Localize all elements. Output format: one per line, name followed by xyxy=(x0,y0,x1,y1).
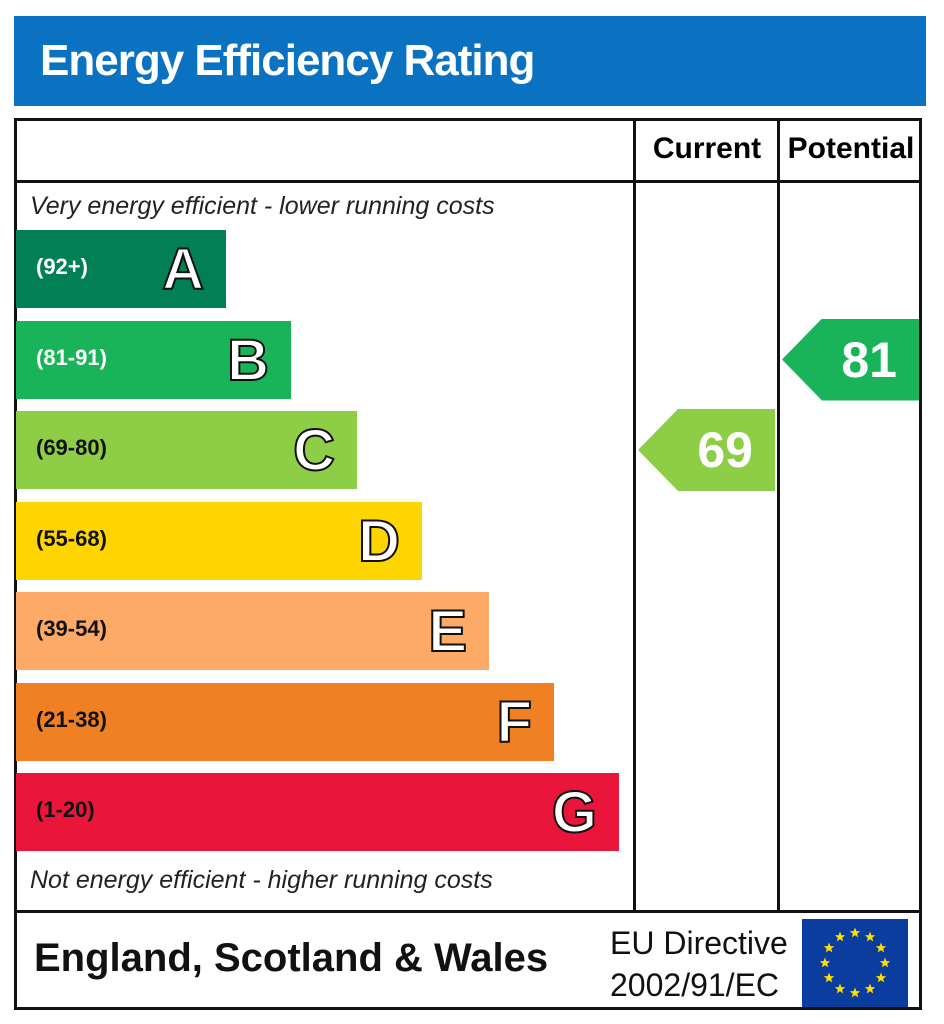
current-rating-arrow-value: 69 xyxy=(697,422,753,478)
star-icon xyxy=(823,942,835,953)
band-range: (92+) xyxy=(36,254,88,279)
star-icon xyxy=(875,972,887,983)
band-letter: A xyxy=(161,236,205,303)
directive-line1: EU Directive xyxy=(610,925,788,961)
star-icon xyxy=(875,942,887,953)
header-divider xyxy=(14,180,922,183)
band-bar-g: (1-20) G xyxy=(16,773,619,851)
column-divider xyxy=(777,118,780,912)
star-icon xyxy=(834,983,846,994)
star-icon xyxy=(864,983,876,994)
band-bar-e: (39-54) E xyxy=(16,592,489,670)
band-range: (39-54) xyxy=(36,616,107,641)
band-bar-c: (69-80) C xyxy=(16,411,357,489)
band-letter: F xyxy=(496,689,533,756)
star-icon xyxy=(823,972,835,983)
star-icon xyxy=(819,957,831,968)
band-range: (81-91) xyxy=(36,344,107,370)
footer-divider xyxy=(14,910,922,913)
eu-stars-icon xyxy=(819,927,891,998)
region-label: England, Scotland & Wales xyxy=(34,936,549,980)
column-header-current: Current xyxy=(652,132,762,165)
band-letter: G xyxy=(551,779,598,846)
top-note: Very energy efficient - lower running co… xyxy=(30,192,495,220)
chart-title: Energy Efficiency Rating xyxy=(40,36,535,85)
band-letter: D xyxy=(357,508,401,575)
band-bar-d: (55-68) D xyxy=(16,501,422,580)
eu-directive: EU Directive 2002/91/EC xyxy=(610,922,788,1006)
star-icon xyxy=(849,987,861,998)
rating-table xyxy=(14,118,922,1010)
band-range: (21-38) xyxy=(36,706,107,732)
star-icon xyxy=(834,931,846,942)
column-header-potential: Potential xyxy=(787,132,915,165)
bottom-note: Not energy efficient - higher running co… xyxy=(30,866,493,894)
band-range: (55-68) xyxy=(36,525,107,551)
star-icon xyxy=(864,931,876,942)
band-bar-f: (21-38) F xyxy=(16,682,554,761)
title-banner: Energy Efficiency Rating xyxy=(14,16,926,106)
star-icon xyxy=(879,957,891,968)
eu-flag-icon xyxy=(802,919,908,1007)
column-divider xyxy=(633,118,636,912)
band-bar-a: (92+) A xyxy=(16,230,226,308)
band-letter: E xyxy=(427,598,468,665)
band-letter: B xyxy=(226,327,270,394)
band-letter: C xyxy=(292,417,336,484)
band-range: (69-80) xyxy=(36,435,107,460)
band-range: (1-20) xyxy=(36,797,95,822)
band-bar-b: (81-91) B xyxy=(16,320,291,399)
potential-rating-arrow-value: 81 xyxy=(841,331,897,388)
directive-line2: 2002/91/EC xyxy=(610,967,780,1003)
star-icon xyxy=(849,927,861,938)
